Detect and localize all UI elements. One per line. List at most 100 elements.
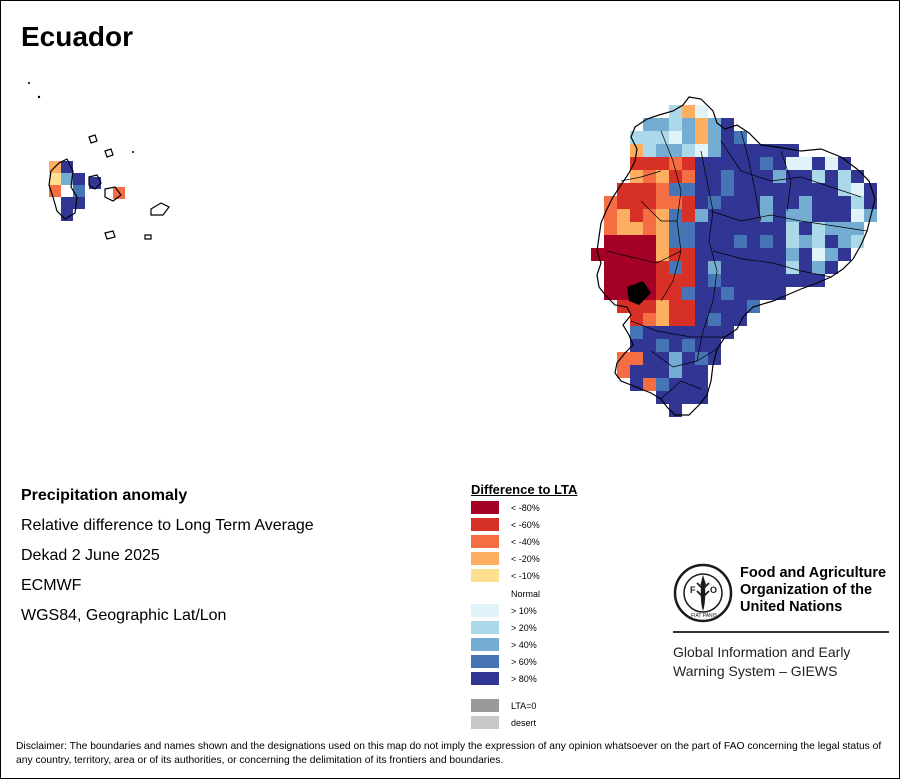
anomaly-cell [734, 261, 747, 274]
anomaly-cell [708, 287, 721, 300]
anomaly-cell [786, 170, 799, 183]
anomaly-cell [695, 378, 708, 391]
anomaly-cell [682, 300, 695, 313]
anomaly-cell [656, 144, 669, 157]
anomaly-cell [617, 352, 630, 365]
legend-swatch [471, 638, 499, 651]
anomaly-cell [708, 118, 721, 131]
anomaly-cell [669, 339, 682, 352]
anomaly-cell [682, 209, 695, 222]
anomaly-cell [747, 274, 760, 287]
anomaly-cell [682, 274, 695, 287]
anomaly-cell [604, 274, 617, 287]
anomaly-cell [825, 248, 838, 261]
anomaly-cell [656, 274, 669, 287]
anomaly-cell [630, 235, 643, 248]
anomaly-cell [786, 248, 799, 261]
anomaly-cell [825, 209, 838, 222]
anomaly-cell [708, 248, 721, 261]
anomaly-cell [630, 352, 643, 365]
anomaly-cell [747, 261, 760, 274]
legend-swatch [471, 501, 499, 514]
legend-label: desert [511, 718, 537, 728]
anomaly-cell [760, 287, 773, 300]
legend-swatch [471, 621, 499, 634]
anomaly-cell [708, 326, 721, 339]
anomaly-cell [721, 235, 734, 248]
anomaly-cell [695, 235, 708, 248]
anomaly-cell [61, 173, 73, 185]
anomaly-cell [643, 248, 656, 261]
anomaly-cell [851, 196, 864, 209]
anomaly-cell [786, 235, 799, 248]
legend-label: < -40% [511, 537, 540, 547]
anomaly-cell [643, 352, 656, 365]
anomaly-cell [695, 118, 708, 131]
fao-logo-letter-a: A [700, 577, 707, 587]
anomaly-cell [656, 196, 669, 209]
anomaly-cell [799, 196, 812, 209]
anomaly-cell [708, 144, 721, 157]
anomaly-cell [747, 157, 760, 170]
anomaly-cell [61, 197, 73, 209]
anomaly-cell [695, 196, 708, 209]
anomaly-cell [682, 105, 695, 118]
anomaly-cell [747, 287, 760, 300]
anomaly-cell [773, 157, 786, 170]
info-projection: WGS84, Geographic Lat/Lon [21, 607, 227, 624]
anomaly-cell [734, 222, 747, 235]
anomaly-cell [734, 157, 747, 170]
anomaly-cell [643, 183, 656, 196]
legend-label: < -80% [511, 503, 540, 513]
giews-line1: Global Information and Early [673, 644, 851, 660]
anomaly-cell [851, 183, 864, 196]
anomaly-cell [812, 222, 825, 235]
anomaly-cell [656, 209, 669, 222]
fao-logo-icon: F O A FIAT PANIS [673, 563, 733, 623]
anomaly-cell [669, 105, 682, 118]
anomaly-cell [617, 209, 630, 222]
anomaly-cell [643, 378, 656, 391]
anomaly-cell [812, 157, 825, 170]
anomaly-cell [604, 235, 617, 248]
anomaly-cell [656, 313, 669, 326]
anomaly-cell [708, 261, 721, 274]
info-subtitle: Relative difference to Long Term Average [21, 517, 314, 534]
anomaly-cell [812, 170, 825, 183]
anomaly-cell [799, 248, 812, 261]
legend-label: < -20% [511, 554, 540, 564]
anomaly-cell [656, 365, 669, 378]
fao-name: Food and Agriculture Organization of the… [740, 565, 886, 616]
anomaly-cell [747, 248, 760, 261]
anomaly-cell [773, 196, 786, 209]
anomaly-cell [786, 144, 799, 157]
anomaly-cell [734, 170, 747, 183]
anomaly-cell [825, 222, 838, 235]
disclaimer: Disclaimer: The boundaries and names sho… [16, 741, 882, 766]
anomaly-cell [656, 261, 669, 274]
anomaly-cell [799, 183, 812, 196]
anomaly-cell [786, 274, 799, 287]
anomaly-cell [73, 185, 85, 197]
anomaly-cell [630, 209, 643, 222]
anomaly-cell [760, 183, 773, 196]
anomaly-cell [695, 157, 708, 170]
anomaly-cell [734, 209, 747, 222]
legend-label: > 20% [511, 623, 537, 633]
anomaly-cell [643, 235, 656, 248]
anomaly-cell [747, 222, 760, 235]
anomaly-cell [773, 209, 786, 222]
anomaly-cell [643, 274, 656, 287]
anomaly-cell [734, 274, 747, 287]
ecuador-mainland-outline [596, 96, 876, 416]
legend-swatch [471, 518, 499, 531]
fao-name-line2: Organization of the [740, 582, 873, 598]
anomaly-cell [604, 261, 617, 274]
anomaly-cell [643, 144, 656, 157]
anomaly-cell [838, 248, 851, 261]
anomaly-cell [734, 183, 747, 196]
anomaly-cell [721, 274, 734, 287]
anomaly-cell [695, 287, 708, 300]
legend-swatch [471, 672, 499, 685]
